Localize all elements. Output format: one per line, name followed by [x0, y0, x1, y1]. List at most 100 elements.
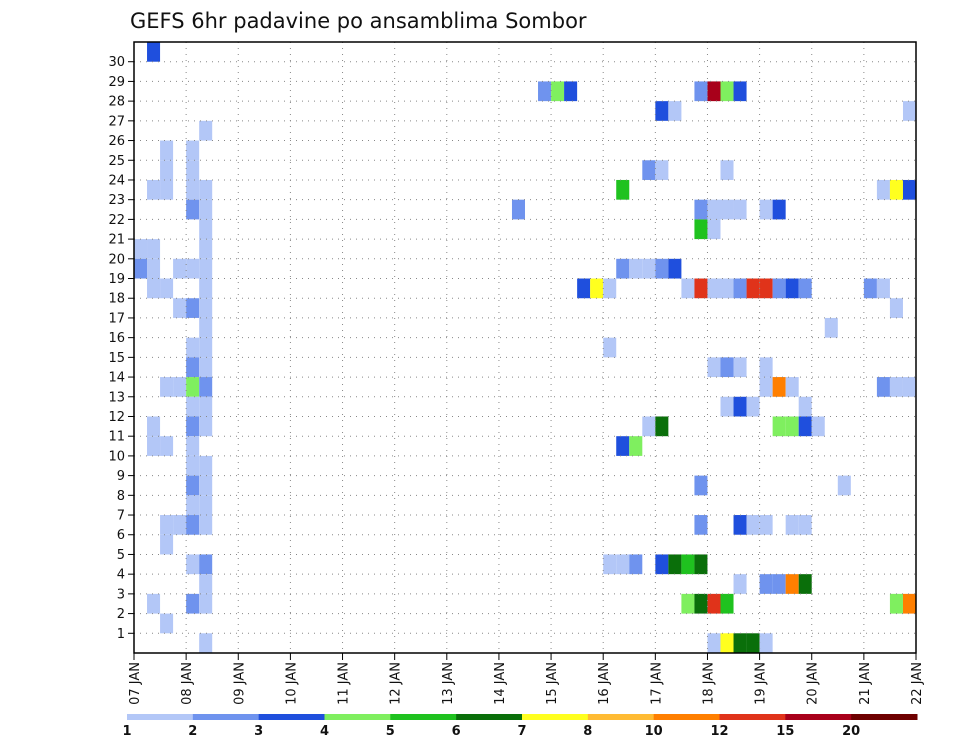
x-tick-label: 10 JAN: [284, 662, 299, 705]
y-tick-label: 24: [108, 173, 125, 188]
heatmap-cell: [186, 298, 200, 318]
legend-swatch: [719, 714, 786, 720]
heatmap-cell: [134, 258, 148, 279]
y-tick-label: 27: [108, 114, 125, 129]
y-tick-label: 6: [117, 528, 125, 543]
heatmap-cell: [186, 396, 200, 417]
legend-swatch: [653, 714, 720, 720]
heatmap-cell: [694, 554, 708, 575]
plot-frame: [133, 41, 917, 654]
heatmap-cell: [733, 81, 747, 102]
heatmap-cell: [616, 554, 630, 575]
heatmap-cell: [134, 239, 148, 259]
heatmap-cell: [707, 219, 721, 240]
legend-label: 4: [320, 724, 329, 739]
heatmap-cell: [616, 436, 630, 456]
heatmap-cell: [186, 377, 200, 397]
legend-label: 20: [842, 724, 860, 739]
heatmap-cell: [785, 416, 799, 437]
heatmap-cell: [694, 81, 708, 102]
heatmap-cell: [876, 377, 890, 397]
heatmap-cell: [863, 278, 877, 299]
x-tick-label: 21 JAN: [858, 662, 873, 705]
x-tick-label: 15 JAN: [545, 662, 560, 705]
heatmap-cell: [199, 574, 213, 594]
legend-label: 6: [452, 724, 461, 739]
heatmap-cell: [707, 357, 721, 378]
heatmap-cell: [199, 396, 213, 417]
heatmap-cell: [199, 515, 213, 535]
legend-label: 3: [254, 724, 263, 739]
heatmap-cell: [186, 140, 200, 161]
heatmap-cell: [147, 239, 161, 259]
heatmap-cell: [199, 120, 213, 141]
heatmap-cell: [746, 633, 760, 653]
heatmap-cell: [720, 593, 734, 614]
chart-title: GEFS 6hr padavine po ansamblima Sombor: [130, 9, 587, 33]
heatmap-cell: [603, 554, 617, 575]
heatmap-cell: [798, 574, 812, 594]
heatmap-cell: [733, 357, 747, 378]
x-tick-label: 19 JAN: [754, 662, 769, 705]
heatmap-cell: [837, 475, 851, 496]
heatmap-cell: [616, 258, 630, 279]
heatmap-cell: [720, 160, 734, 180]
y-tick-label: 21: [108, 233, 125, 248]
y-tick-label: 16: [108, 331, 125, 346]
heatmap-cell: [199, 278, 213, 299]
heatmap-cell: [590, 278, 604, 299]
heatmap-cell: [199, 377, 213, 397]
heatmap-cell: [642, 416, 656, 437]
heatmap-cell: [577, 278, 591, 299]
legend-label: 12: [710, 724, 728, 739]
heatmap-cell: [655, 258, 669, 279]
heatmap-cell: [876, 179, 890, 200]
legend-swatch: [522, 714, 589, 720]
heatmap-cell: [173, 515, 187, 535]
heatmap-cell: [733, 574, 747, 594]
heatmap-cell: [603, 278, 617, 299]
x-tick-label: 09 JAN: [232, 662, 247, 705]
x-tick-label: 17 JAN: [649, 662, 664, 705]
heatmap-cell: [147, 436, 161, 456]
heatmap-cell: [707, 633, 721, 653]
heatmap-cell: [694, 278, 708, 299]
heatmap-cell: [186, 160, 200, 180]
heatmap-cell: [160, 140, 174, 161]
x-tick-label: 16 JAN: [597, 662, 612, 705]
y-tick-label: 19: [108, 272, 125, 287]
x-tick-label: 13 JAN: [441, 662, 456, 705]
y-tick-label: 17: [108, 311, 125, 326]
heatmap-cell: [199, 495, 213, 516]
y-tick-label: 7: [117, 509, 125, 524]
legend-swatch: [324, 714, 391, 720]
heatmap-cell: [720, 278, 734, 299]
heatmap-cell: [720, 357, 734, 378]
heatmap-cell: [642, 160, 656, 180]
y-tick-label: 26: [108, 134, 125, 149]
heatmap-cell: [772, 278, 786, 299]
legend-swatch: [258, 714, 325, 720]
heatmap-cell: [173, 258, 187, 279]
heatmap-cell: [186, 258, 200, 279]
heatmap-cell: [199, 554, 213, 575]
heatmap-cell: [889, 298, 903, 318]
heatmap-cell: [160, 160, 174, 180]
legend-swatch: [785, 714, 852, 720]
heatmap-cell: [160, 534, 174, 555]
heatmap-cell: [798, 416, 812, 437]
heatmap-cell: [772, 574, 786, 594]
heatmap-cell: [629, 258, 643, 279]
heatmap-cell: [186, 475, 200, 496]
heatmap-cell: [186, 357, 200, 378]
heatmap-cell: [798, 278, 812, 299]
y-tick-label: 29: [108, 75, 125, 90]
heatmap-cell: [759, 278, 773, 299]
x-axis: 07 JAN 08 JAN 09 JAN 10 JAN 11 JAN 12 JAN 13 J…: [128, 653, 925, 705]
heatmap-cell: [186, 337, 200, 358]
y-tick-label: 12: [108, 410, 125, 425]
heatmap-cell: [147, 42, 161, 62]
heatmap-cell: [160, 278, 174, 299]
grid-lines: [134, 42, 916, 653]
